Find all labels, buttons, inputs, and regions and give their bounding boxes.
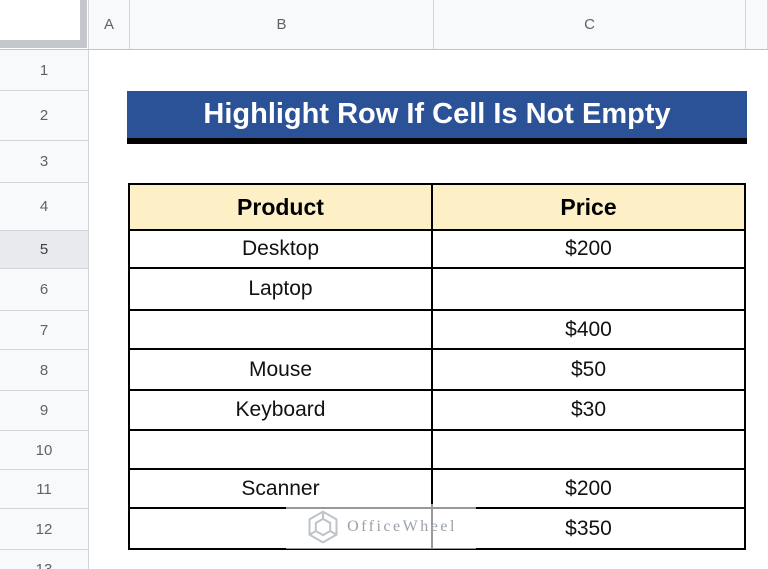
cell-price[interactable]: $50 — [570, 357, 607, 381]
table-row: Keyboard $30 — [130, 391, 744, 431]
table-row: Mouse $50 — [130, 350, 744, 391]
cell-price[interactable] — [433, 269, 744, 309]
cell-product[interactable]: Mouse — [130, 350, 433, 389]
column-header-d-partial[interactable] — [746, 0, 768, 49]
column-header-b[interactable]: B — [130, 0, 434, 49]
row-header-3[interactable]: 3 — [0, 141, 88, 183]
select-all-corner-shape — [0, 0, 87, 48]
row-header-8[interactable]: 8 — [0, 350, 88, 391]
column-header-bar: A B C — [0, 0, 768, 50]
cell-price[interactable]: $30 — [570, 398, 607, 421]
table-row: Scanner $200 — [130, 470, 744, 509]
header-cell-price[interactable]: Price — [560, 193, 617, 220]
cell-price[interactable]: $200 — [565, 237, 612, 260]
cell-price[interactable] — [433, 431, 744, 468]
cell-product[interactable]: Laptop — [130, 269, 433, 309]
cell-product[interactable]: Scanner — [130, 470, 433, 507]
cell-product[interactable] — [130, 509, 433, 548]
row-header-7[interactable]: 7 — [0, 311, 88, 350]
table-row: Desktop $200 — [130, 231, 744, 269]
product-price-table: Product Price Desktop $200 Laptop $400 M… — [128, 183, 746, 550]
header-cell-product[interactable]: Product — [130, 185, 433, 229]
cell-price[interactable]: $350 — [565, 516, 612, 540]
title-banner-cell[interactable]: Highlight Row If Cell Is Not Empty — [127, 91, 747, 144]
row-header-11[interactable]: 11 — [0, 470, 88, 509]
cell-product[interactable] — [130, 431, 433, 468]
column-header-c[interactable]: C — [434, 0, 746, 49]
table-header-row: Product Price — [130, 185, 744, 231]
column-header-a[interactable]: A — [89, 0, 130, 49]
row-header-1[interactable]: 1 — [0, 50, 88, 91]
table-row — [130, 431, 744, 470]
row-header-10[interactable]: 10 — [0, 431, 88, 470]
select-all-corner[interactable] — [0, 0, 89, 49]
row-header-13[interactable]: 13 — [0, 550, 88, 569]
table-row: Laptop — [130, 269, 744, 311]
row-header-2[interactable]: 2 — [0, 91, 88, 141]
cell-product[interactable] — [130, 311, 433, 348]
row-header-12[interactable]: 12 — [0, 509, 88, 550]
row-header-4[interactable]: 4 — [0, 183, 88, 231]
row-header-9[interactable]: 9 — [0, 391, 88, 431]
row-header-bar: 1 2 3 4 5 6 7 8 9 10 11 12 13 — [0, 50, 89, 569]
row-header-6[interactable]: 6 — [0, 269, 88, 311]
table-row: $400 — [130, 311, 744, 350]
page-title: Highlight Row If Cell Is Not Empty — [203, 98, 671, 130]
cell-product[interactable]: Desktop — [130, 231, 433, 267]
cell-price[interactable]: $200 — [565, 476, 612, 500]
row-header-5[interactable]: 5 — [0, 231, 88, 269]
cell-product[interactable]: Keyboard — [130, 391, 433, 429]
cell-price[interactable]: $400 — [565, 317, 612, 341]
table-row: $350 — [130, 509, 744, 548]
